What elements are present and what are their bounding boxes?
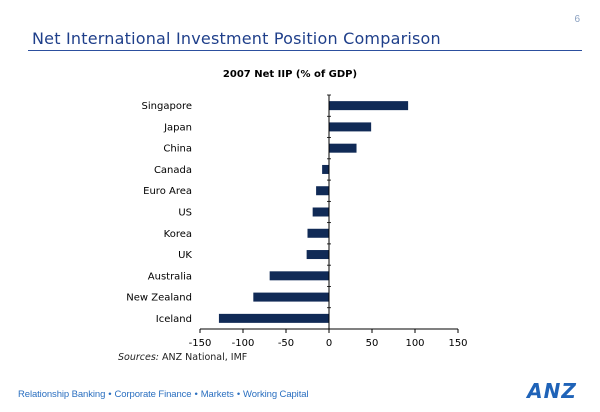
tagline-separator: • [108,389,112,400]
bar-us [312,207,329,217]
bar-canada [322,164,329,174]
anz-logo: ANZ [525,380,577,402]
category-label: Australia [148,271,192,282]
sources-note: Sources: ANZ National, IMF [118,352,247,363]
bar-group [218,101,409,323]
category-label: Euro Area [143,186,192,197]
title-divider [28,50,582,51]
category-label: Iceland [156,314,192,325]
tagline-item: Working Capital [243,389,309,400]
category-label: Japan [163,122,192,133]
sources-label: Sources: [118,352,159,363]
x-tick-label: -50 [278,338,294,349]
chart-title: 2007 Net IIP (% of GDP) [223,69,357,80]
category-labels: Singapore Japan China Canada Euro Area US Kore… [126,101,192,325]
x-tick-label: 100 [405,338,424,349]
sources-text: ANZ National, IMF [162,352,248,363]
category-label: Korea [164,229,192,240]
tagline-separator: • [194,389,198,400]
category-label: New Zealand [126,293,192,304]
tagline-item: Markets [200,389,234,400]
category-label: Canada [154,165,192,176]
axes [199,94,459,333]
bar-uk [306,250,329,260]
tagline-item: Relationship Banking [18,389,106,400]
bar-singapore [329,101,409,111]
x-tick-label: -100 [232,338,255,349]
bar-china [329,143,357,153]
x-tick-label: 0 [326,338,332,349]
category-label: Singapore [142,101,192,112]
bar-japan [329,122,372,132]
footer-tagline: Relationship Banking • Corporate Finance • M… [18,389,309,400]
bar-euro-area [316,186,329,196]
x-tick-labels: -150 -100 -50 0 50 100 150 [189,338,468,349]
bar-new-zealand [253,292,329,302]
logo-text: ANZ [525,380,577,402]
slide-title: Net International Investment Position Co… [32,29,441,48]
category-label: UK [178,250,192,261]
bar-korea [307,228,329,238]
x-tick-label: 150 [448,338,467,349]
category-label: China [163,144,192,155]
page-number: 6 [574,14,580,25]
bar-iceland [218,313,329,323]
category-label: US [178,208,192,219]
bar-australia [269,271,329,281]
tagline-item: Corporate Finance [114,389,192,400]
x-tick-label: 50 [366,338,379,349]
x-tick-label: -150 [189,338,212,349]
tagline-separator: • [236,389,241,400]
